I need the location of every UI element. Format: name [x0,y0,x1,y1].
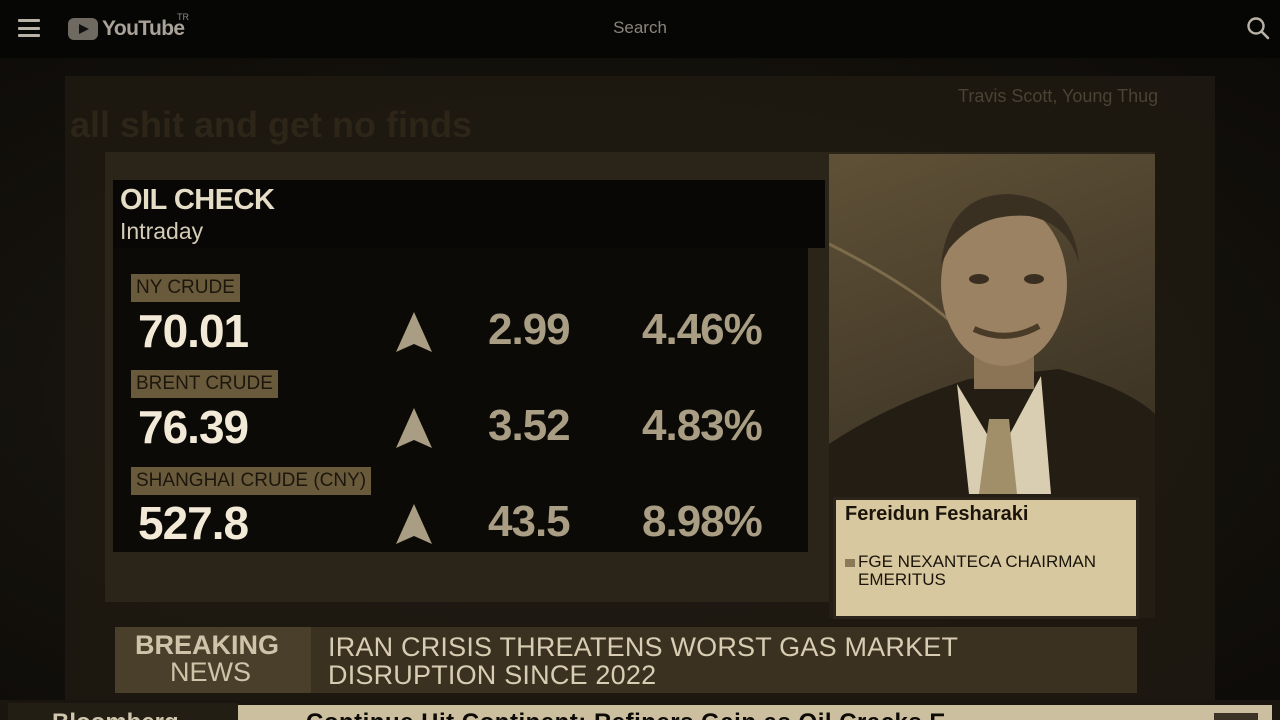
row-label-shanghai-crude: SHANGHAI CRUDE (CNY) [131,467,372,495]
row-pct-shanghai-crude: 8.98% [642,497,763,546]
youtube-logo[interactable]: YouTube TR [68,12,189,44]
row-price-shanghai-crude: 527.8 [138,497,249,549]
breaking-label: BREAKING [135,630,280,660]
guest-name-card [833,497,1139,619]
row-pct-ny-crude: 4.46% [642,305,763,354]
row-change-shanghai-crude: 43.5 [488,497,571,546]
hamburger-menu-icon[interactable] [18,19,40,37]
guest-title-marker [845,559,855,567]
youtube-top-bar: YouTube TR Search [0,0,1280,58]
region-code: TR [177,12,189,22]
oil-check-header [113,180,825,248]
ticker-end-block [1214,713,1258,720]
row-label-brent-crude: BRENT CRUDE [131,370,278,398]
up-arrow-icon [396,504,432,544]
up-arrow-icon [396,312,432,352]
youtube-play-icon [68,18,98,40]
guest-title: FGE NEXANTECA CHAIRMAN EMERITUS [858,552,1097,589]
breaking-news-label-box [115,627,311,693]
row-price-brent-crude: 76.39 [138,401,249,453]
up-arrow-icon [396,408,432,448]
logo-text: YouTube [102,17,185,40]
oil-check-subtitle: Intraday [120,218,204,244]
background-song-artists: Travis Scott, Young Thug [958,86,1159,106]
background-lyric: all shit and get no finds [70,104,473,145]
search-box[interactable]: Search [613,18,667,37]
row-change-ny-crude: 2.99 [488,305,571,354]
ticker-brand: Bloomberg [8,703,238,720]
row-change-brent-crude: 3.52 [488,401,571,450]
row-pct-brent-crude: 4.83% [642,401,763,450]
news-label: NEWS [170,657,251,687]
row-price-ny-crude: 70.01 [138,305,249,357]
oil-check-title: OIL CHECK [120,184,275,216]
search-icon[interactable] [1246,16,1270,40]
ticker-scroll: Continue Hit Continent: Refiners Gain as… [238,705,1272,720]
row-label-ny-crude: NY CRUDE [131,274,240,302]
guest-name: Fereidun Fesharaki [845,503,1029,525]
ticker-brand-text: Bloomberg [52,709,179,720]
ticker-scroll-text: Continue Hit Continent: Refiners Gain as… [306,709,946,720]
breaking-headline: IRAN CRISIS THREATENS WORST GAS MARKET D… [328,632,958,690]
